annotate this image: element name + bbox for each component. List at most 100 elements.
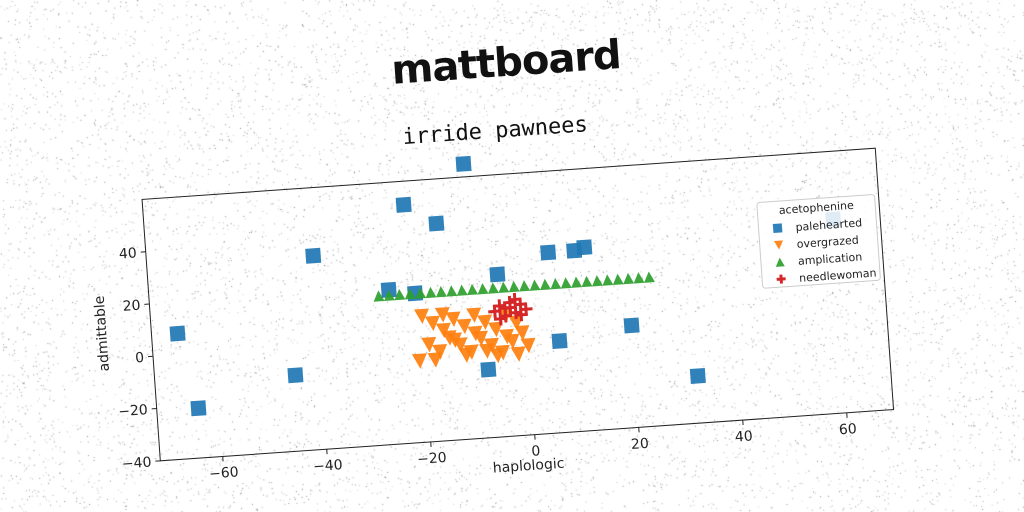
y-tick-label: −20 — [118, 402, 149, 420]
overgrazed-point — [479, 343, 495, 359]
overgrazed-point — [421, 336, 437, 353]
chart-group: irride pawnees −60 −40 −20 0 20 40 60 −40 −20 0 2… — [92, 112, 895, 482]
palehearted-point — [689, 367, 706, 384]
legend-entries: paleheartedovergrazedamplicationneedlewo… — [772, 216, 877, 285]
palehearted-point — [305, 247, 322, 264]
x-tick-label: −60 — [209, 464, 240, 482]
y-tick-label: 40 — [118, 245, 137, 262]
overgrazed-point — [411, 353, 427, 369]
palehearted-point — [190, 400, 207, 417]
x-tick-label: 40 — [734, 428, 753, 445]
amplication-point — [394, 288, 406, 301]
palehearted-point — [489, 266, 506, 283]
plot-frame — [141, 147, 895, 462]
overgrazed-point — [466, 307, 482, 323]
needlewoman-point — [514, 308, 528, 322]
amplication-point — [488, 282, 499, 294]
overgrazed-point — [424, 315, 440, 332]
x-tick-label: 20 — [630, 436, 649, 453]
overgrazed-point — [472, 330, 488, 347]
legend-marker-overgrazed — [773, 240, 783, 250]
amplication-point — [436, 286, 447, 298]
legend-label-needlewoman: needlewoman — [799, 266, 877, 284]
amplication-point — [384, 289, 395, 301]
amplication-point — [560, 277, 572, 289]
amplication-point — [425, 286, 437, 299]
x-axis: −60 −40 −20 0 20 40 60 — [209, 412, 857, 482]
y-tick-label: 20 — [122, 298, 141, 315]
overgrazed-point — [435, 322, 451, 339]
amplication-point — [581, 275, 593, 288]
x-tick-label: 60 — [838, 421, 857, 438]
overgrazed-point — [434, 307, 450, 323]
overgrazed-point — [413, 308, 429, 324]
overgrazed-point — [446, 332, 462, 348]
overgrazed-point — [489, 347, 505, 364]
amplication-point — [404, 288, 416, 300]
overgrazed-point — [520, 337, 536, 354]
amplication-point — [498, 281, 510, 293]
needlewoman-point — [498, 301, 512, 315]
overgrazed-point — [514, 325, 530, 341]
overgrazed-point — [504, 333, 520, 350]
x-axis-label: haplologic — [492, 456, 565, 477]
y-tick-label: −40 — [121, 454, 152, 472]
palehearted-point — [480, 361, 497, 378]
amplication-point — [612, 273, 624, 285]
amplication-point — [446, 285, 458, 297]
amplication-point — [571, 276, 583, 288]
palehearted-point — [395, 196, 412, 213]
amplication-point — [550, 278, 562, 290]
palehearted-point — [540, 244, 557, 261]
amplication-point — [477, 283, 489, 295]
legend-title: acetophenine — [778, 199, 854, 217]
amplication-point — [623, 272, 635, 285]
amplication-point — [456, 284, 468, 296]
overgrazed-point — [477, 314, 493, 331]
legend-box — [756, 194, 881, 289]
overgrazed-point — [456, 318, 472, 335]
legend-marker-amplication — [775, 257, 785, 267]
legend-label-overgrazed: overgrazed — [796, 234, 859, 251]
palehearted-point — [623, 317, 640, 334]
x-tick-label: −40 — [313, 457, 344, 475]
amplication-point — [529, 279, 541, 291]
legend-label-amplication: amplication — [798, 250, 863, 267]
overgrazed-point — [510, 346, 526, 362]
y-axis: −40 −20 0 20 40 — [118, 245, 161, 472]
x-tick-label: 0 — [531, 443, 541, 460]
legend-marker-palehearted — [772, 223, 783, 234]
amplication-point — [633, 272, 645, 284]
overgrazed-point — [432, 343, 448, 360]
needlewoman-point — [508, 292, 522, 307]
palehearted-point — [576, 239, 593, 256]
amplication-point — [602, 274, 614, 286]
chart-title: irride pawnees — [402, 112, 589, 150]
palehearted-point — [169, 325, 186, 342]
overgrazed-point — [427, 352, 443, 368]
legend-label-palehearted: palehearted — [795, 216, 862, 234]
data-marks — [169, 155, 842, 417]
series-amplication — [373, 271, 655, 302]
palehearted-point — [287, 367, 304, 384]
overgrazed-point — [445, 311, 461, 327]
palehearted-point — [551, 332, 568, 349]
amplication-point — [467, 283, 479, 296]
palehearted-point — [428, 215, 445, 232]
amplication-point — [373, 290, 385, 302]
overgrazed-point — [458, 347, 474, 363]
amplication-point — [644, 271, 655, 283]
y-axis-label: admittable — [92, 295, 113, 372]
amplication-point — [519, 280, 531, 292]
series-needlewoman — [488, 292, 533, 326]
legend-marker-needlewoman — [776, 274, 786, 284]
palehearted-point — [455, 155, 472, 172]
amplication-point — [508, 280, 520, 293]
amplication-point — [540, 278, 551, 291]
needlewoman-point — [493, 312, 508, 326]
overgrazed-point — [508, 314, 524, 331]
series-overgrazed — [411, 307, 536, 369]
y-tick-label: 0 — [135, 350, 145, 367]
amplication-point — [415, 287, 427, 299]
